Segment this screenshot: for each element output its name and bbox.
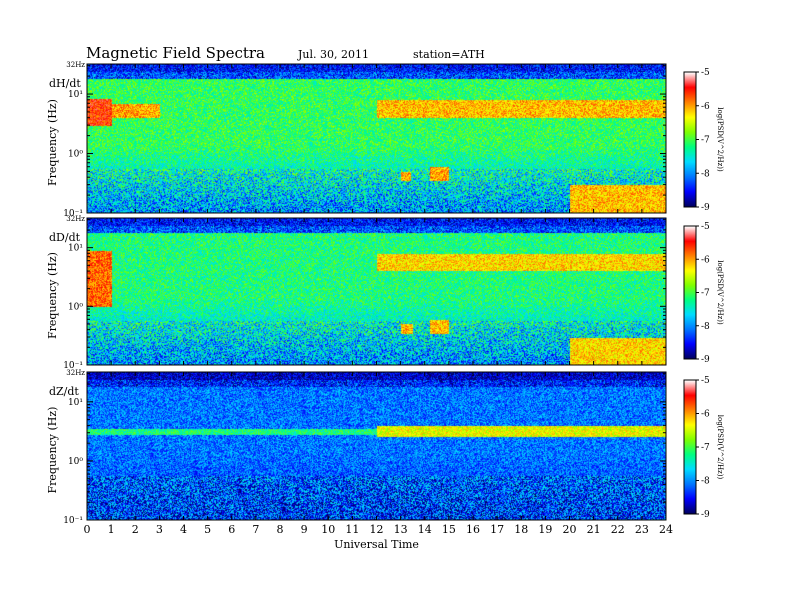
y-tick-label: 10⁻¹ (63, 516, 83, 526)
x-tick-label: 7 (252, 523, 259, 536)
y-tick-label: 10⁰ (68, 457, 83, 467)
y-tick-label: 10⁰ (68, 150, 83, 160)
x-tick-label: 5 (204, 523, 211, 536)
x-tick-label: 13 (394, 523, 408, 536)
colorbar-tick-label: -7 (701, 136, 710, 146)
colorbar-label: log(PSD(V^2/Hz)) (716, 107, 724, 172)
colorbar-tick-label: -6 (701, 410, 710, 420)
colorbar-tick-label: -5 (701, 222, 710, 232)
x-tick-label: 17 (490, 523, 504, 536)
colorbar-label: log(PSD(V^2/Hz)) (716, 260, 724, 325)
x-tick-label: 10 (321, 523, 335, 536)
x-tick-label: 0 (84, 523, 91, 536)
y-top-label: 32Hz (66, 61, 85, 69)
x-axis-label: Universal Time (334, 538, 419, 551)
y-tick-label: 10⁻¹ (63, 361, 83, 371)
y-tick-label: 10⁰ (68, 302, 83, 312)
panel-component-label: dH/dt (49, 77, 81, 90)
colorbar-label: log(PSD(V^2/Hz)) (716, 415, 724, 480)
colorbar-tick-label: -8 (701, 169, 710, 179)
x-tick-label: 2 (132, 523, 139, 536)
y-tick-label: 10¹ (68, 90, 83, 100)
x-tick-label: 12 (370, 523, 384, 536)
y-axis-label: Frequency (Hz) (46, 407, 59, 494)
x-tick-label: 6 (228, 523, 235, 536)
colorbar-tick-label: -8 (701, 477, 710, 487)
y-top-label: 32Hz (66, 215, 85, 223)
y-tick-label: 10¹ (68, 244, 83, 254)
chart-title: Magnetic Field Spectra (86, 44, 265, 62)
colorbar-tick-label: -5 (701, 68, 710, 78)
x-tick-label: 14 (418, 523, 432, 536)
x-tick-label: 16 (466, 523, 480, 536)
x-tick-label: 19 (538, 523, 552, 536)
colorbar-2 (684, 380, 696, 514)
x-tick-label: 4 (180, 523, 187, 536)
x-tick-label: 23 (635, 523, 649, 536)
panel-component-label: dZ/dt (49, 385, 79, 398)
x-tick-label: 1 (108, 523, 115, 536)
spectrogram-panel-2 (87, 372, 666, 520)
colorbar-tick-label: -6 (701, 255, 710, 265)
colorbar-tick-label: -7 (701, 443, 710, 453)
panel-component-label: dD/dt (49, 231, 81, 244)
colorbar-tick-label: -9 (701, 203, 710, 213)
chart-date: Jul. 30, 2011 (298, 48, 369, 61)
colorbar-tick-label: -7 (701, 289, 710, 299)
chart-station: station=ATH (413, 48, 485, 61)
colorbar-tick-label: -9 (701, 355, 710, 365)
y-axis-label: Frequency (Hz) (46, 252, 59, 339)
x-tick-label: 24 (659, 523, 673, 536)
spectrogram-panel-1 (87, 218, 666, 365)
x-tick-label: 9 (301, 523, 308, 536)
colorbar-tick-label: -8 (701, 322, 710, 332)
x-tick-label: 11 (345, 523, 359, 536)
colorbar-tick-label: -6 (701, 102, 710, 112)
spectrogram-panel-0 (87, 64, 666, 213)
y-tick-label: 10¹ (68, 398, 83, 408)
x-tick-label: 8 (277, 523, 284, 536)
colorbar-tick-label: -9 (701, 510, 710, 520)
x-tick-label: 21 (587, 523, 601, 536)
y-axis-label: Frequency (Hz) (46, 99, 59, 186)
colorbar-tick-label: -5 (701, 376, 710, 386)
y-top-label: 32Hz (66, 369, 85, 377)
x-tick-label: 3 (156, 523, 163, 536)
y-tick-label: 10⁻¹ (63, 209, 83, 219)
x-tick-label: 20 (563, 523, 577, 536)
colorbar-0 (684, 72, 696, 207)
x-tick-label: 15 (442, 523, 456, 536)
colorbar-1 (684, 226, 696, 359)
x-tick-label: 22 (611, 523, 625, 536)
x-tick-label: 18 (514, 523, 528, 536)
